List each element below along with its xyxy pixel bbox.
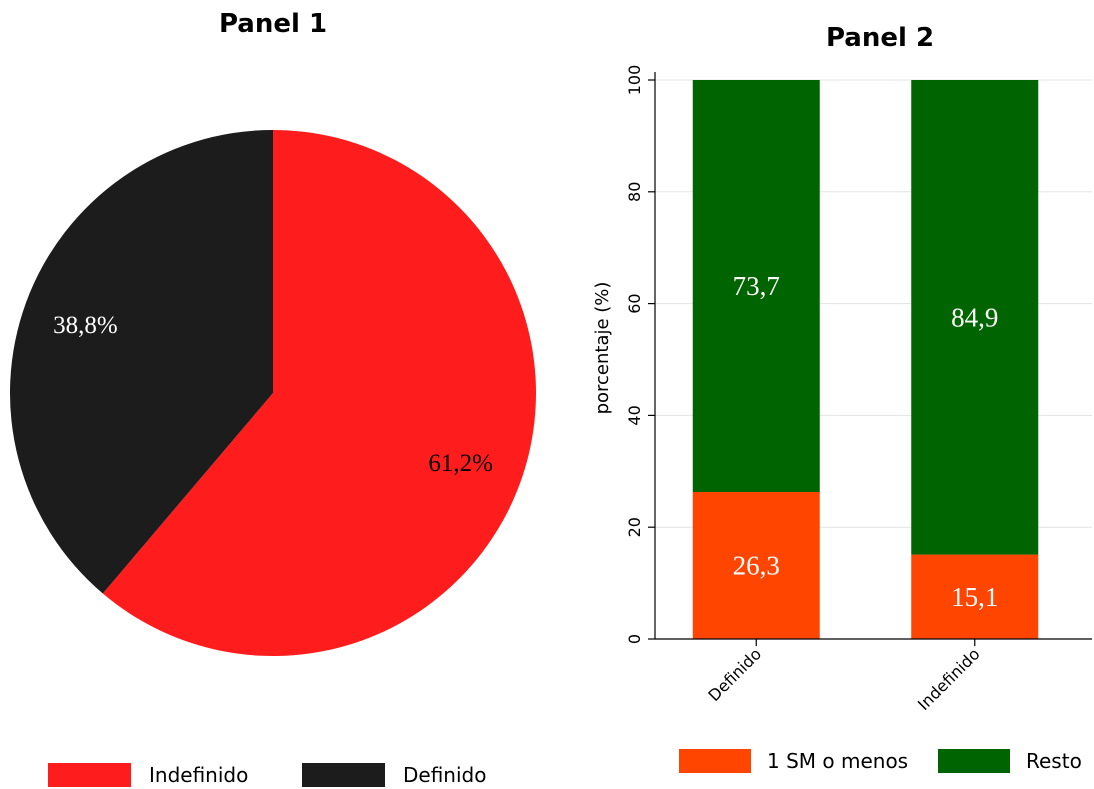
x-tick-label-indefinido: Indefinido: [914, 644, 984, 714]
pie-legend: Indefinido Definido: [48, 763, 486, 787]
pie-slices: [10, 130, 536, 656]
bar-1-sm-o-menos-definido: [692, 491, 820, 639]
y-axis-label: porcentaje (%): [592, 282, 613, 415]
x-tick-label-definido: Definido: [704, 644, 765, 705]
pie-slice-label-indefinido: 61,2%: [428, 450, 493, 477]
bar-1-sm-o-menos-indefinido: [911, 554, 1039, 639]
pie-legend-label-indefinido: Indefinido: [149, 763, 248, 787]
bar-value-label-1-sm-o-menos-indefinido: 15,1: [951, 582, 998, 612]
x-axis-ticks: Definido Indefinido: [704, 639, 984, 714]
bar-resto-indefinido: [911, 80, 1039, 555]
pie-legend-label-definido: Definido: [403, 763, 486, 787]
bar-value-label-resto-indefinido: 84,9: [951, 302, 998, 332]
pie-slice-indefinido: [102, 130, 536, 656]
pie-panel: Panel 1 61,2% 38,8% Indefinido Definido: [10, 9, 536, 787]
bar-legend-swatch-1-sm-o-menos: [679, 749, 751, 773]
y-tick-label-60: 60: [625, 293, 644, 313]
bar-legend-swatch-resto: [938, 749, 1010, 773]
y-tick-label-0: 0: [625, 634, 644, 644]
y-tick-label-40: 40: [625, 405, 644, 425]
pie-slice-definido: [10, 130, 273, 594]
y-axis-ticks: 0 20 40 60 80 100: [625, 65, 655, 644]
bar-value-label-resto-definido: 73,7: [733, 271, 780, 301]
y-tick-label-20: 20: [625, 517, 644, 537]
pie-title: Panel 1: [219, 9, 327, 39]
bar-legend-label-1-sm-o-menos: 1 SM o menos: [767, 749, 908, 773]
bar-legend-label-resto: Resto: [1026, 749, 1082, 773]
pie-legend-swatch-indefinido: [48, 763, 131, 787]
bar-resto-definido: [692, 80, 820, 492]
bar-legend: 1 SM o menos Resto: [679, 749, 1082, 773]
bar-panel: Panel 2 26,3 73,7 15,1 84,9 0 20 40 60 80 100 De…: [592, 23, 1092, 773]
y-tick-label-80: 80: [625, 182, 644, 202]
pie-legend-swatch-definido: [302, 763, 385, 787]
y-tick-label-100: 100: [625, 65, 644, 96]
bar-series: [692, 80, 1039, 639]
bar-value-labels: 26,3 73,7 15,1 84,9: [733, 271, 999, 612]
pie-slice-label-definido: 38,8%: [53, 312, 118, 339]
pie-labels: 61,2% 38,8%: [53, 312, 493, 477]
bar-value-label-1-sm-o-menos-definido: 26,3: [733, 550, 780, 580]
bar-title: Panel 2: [826, 23, 934, 53]
